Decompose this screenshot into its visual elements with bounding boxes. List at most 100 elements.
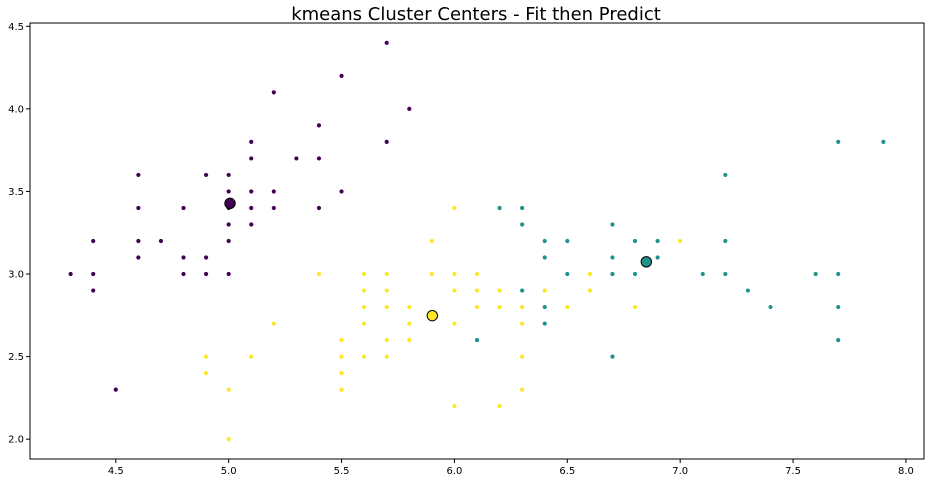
data-point	[339, 387, 344, 392]
data-point	[542, 288, 547, 293]
data-point	[362, 321, 367, 326]
x-tick-label: 6.0	[446, 466, 462, 477]
data-point	[203, 172, 209, 178]
data-point	[700, 271, 705, 277]
data-point	[520, 205, 525, 211]
x-tick-label: 4.5	[108, 466, 124, 477]
data-point	[452, 288, 457, 293]
data-point	[384, 271, 389, 277]
data-point	[836, 304, 841, 310]
data-point	[136, 238, 141, 244]
data-point	[249, 222, 254, 227]
data-point	[136, 172, 141, 178]
data-point	[452, 404, 457, 409]
data-point	[136, 255, 141, 260]
data-point	[181, 255, 186, 260]
data-point	[497, 205, 502, 211]
data-point	[474, 288, 480, 293]
cluster-center	[224, 197, 236, 210]
data-point	[181, 271, 186, 277]
data-point	[249, 354, 254, 359]
data-point	[91, 271, 96, 277]
data-point	[362, 271, 367, 277]
data-point	[474, 271, 480, 277]
y-tick-label: 4.5	[8, 22, 24, 33]
data-point	[339, 354, 344, 359]
data-point	[520, 222, 525, 227]
data-point	[316, 156, 322, 161]
data-point	[249, 139, 254, 145]
x-tick-label: 5.0	[221, 466, 237, 477]
data-point	[610, 255, 615, 260]
data-point	[429, 238, 434, 244]
data-point	[723, 271, 728, 277]
data-point	[226, 437, 231, 442]
data-point	[520, 387, 525, 392]
y-axis: 2.0 2.5 3.0 3.5 4.0 4.5	[8, 22, 30, 446]
cluster-centers	[224, 197, 653, 322]
data-point	[226, 387, 231, 392]
data-point	[136, 205, 141, 211]
data-point	[249, 156, 254, 161]
data-point	[768, 304, 773, 310]
data-point	[565, 271, 570, 277]
data-point	[203, 354, 209, 359]
data-point	[91, 238, 96, 244]
y-tick-label: 2.0	[8, 435, 24, 446]
data-point	[316, 271, 322, 277]
data-point	[362, 354, 367, 359]
data-point	[542, 304, 547, 310]
data-point	[542, 321, 547, 326]
data-point	[384, 304, 389, 310]
data-point	[181, 205, 186, 211]
plot-area	[29, 22, 925, 460]
data-point	[407, 106, 412, 111]
data-point	[497, 404, 502, 409]
data-point	[836, 271, 841, 277]
data-point	[745, 288, 751, 293]
data-point	[362, 288, 367, 293]
data-point	[68, 271, 73, 277]
data-point	[587, 271, 592, 277]
y-tick-label: 2.5	[8, 352, 24, 363]
y-tick-label: 4.0	[8, 104, 24, 115]
data-point	[497, 288, 502, 293]
data-point	[429, 271, 434, 277]
data-point	[384, 337, 389, 343]
data-point	[407, 304, 412, 310]
data-point	[339, 337, 344, 343]
data-point	[474, 304, 480, 310]
data-point	[813, 271, 818, 277]
data-point	[339, 189, 344, 194]
data-point	[632, 304, 638, 310]
data-point	[610, 354, 615, 359]
data-point	[497, 304, 502, 310]
data-point	[881, 139, 886, 145]
data-point	[226, 238, 231, 244]
data-point	[384, 40, 389, 45]
data-point	[520, 288, 525, 293]
data-point	[271, 90, 276, 95]
data-point	[632, 238, 638, 244]
data-point	[655, 238, 660, 244]
data-point	[91, 288, 96, 293]
data-point	[610, 271, 615, 277]
data-point	[723, 172, 728, 178]
data-point	[520, 354, 525, 359]
x-tick-label: 6.5	[559, 466, 575, 477]
data-point	[316, 123, 322, 128]
data-point	[452, 321, 457, 326]
data-point	[203, 255, 209, 260]
data-point	[271, 189, 276, 194]
x-axis: 4.5 5.0 5.5 6.0 6.5 7.0 7.5 8.0	[108, 459, 914, 477]
data-point	[113, 387, 118, 392]
data-point	[294, 156, 299, 161]
data-points	[68, 40, 886, 442]
data-point	[407, 321, 412, 326]
y-tick-label: 3.5	[8, 187, 24, 198]
data-point	[407, 337, 412, 343]
data-point	[632, 271, 638, 277]
data-point	[158, 238, 164, 244]
data-point	[587, 288, 592, 293]
